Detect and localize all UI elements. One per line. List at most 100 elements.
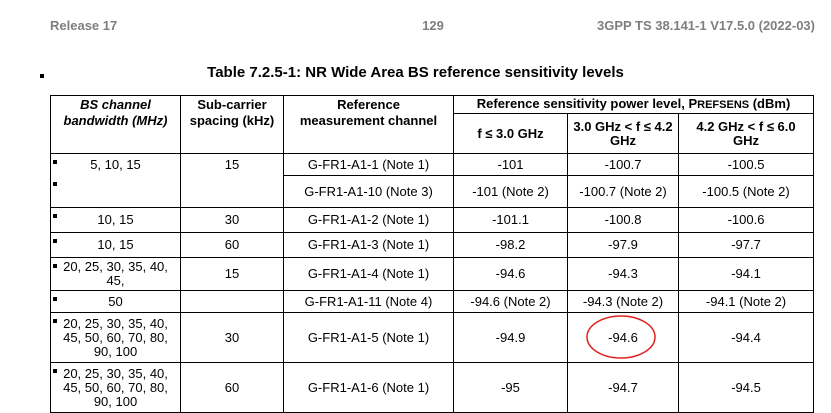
table-cell: -94.3 (Note 2) [567, 290, 679, 313]
table-cell [180, 290, 284, 313]
table-cell: -100.5 (Note 2) [677, 175, 815, 208]
table-cell: -95 [453, 362, 568, 413]
table-row: 10, 15 60 G-FR1-A1-3 (Note 1) -98.2 -97.9 -97… [50, 232, 815, 258]
table-row: G-FR1-A1-10 (Note 3) -101 (Note 2) -100.7 … [50, 175, 815, 208]
bullet [53, 264, 57, 268]
table-cell: G-FR1-A1-1 (Note 1) [283, 153, 454, 176]
table-cell: 20, 25, 30, 35, 40, 45, 50, 60, 70, 80, … [50, 362, 181, 413]
cell-text: 10, 15 [97, 237, 134, 252]
table-row: 5, 10, 15 15 G-FR1-A1-1 (Note 1) -101 -100.7… [50, 153, 815, 176]
cell-text: -94.3 [608, 266, 638, 281]
cell-text: G-FR1-A1-3 (Note 1) [307, 237, 430, 252]
cell-text: -97.9 [608, 237, 638, 252]
cell-text: G-FR1-A1-2 (Note 1) [307, 212, 430, 227]
cell-text: -101 (Note 2) [472, 183, 549, 199]
cell-text: -98.2 [495, 237, 526, 252]
cell-text: 5, 10, 15 [90, 156, 141, 172]
cell-text: 20, 25, 30, 35, 40, 45, 50, 60, 70, 80, … [63, 365, 168, 409]
head-cell: BS channel [50, 95, 181, 114]
table-cell: -100.6 [677, 207, 815, 233]
head-text: f ≤ 3.0 GHz [477, 125, 544, 141]
table-row: 20, 25, 30, 35, 40, 45, 50, 60, 70, 80, … [50, 362, 815, 413]
table-cell: -97.9 [567, 232, 679, 258]
cell-text: -94.6 (Note 2) [470, 293, 551, 309]
table-cell: G-FR1-A1-6 (Note 1) [283, 362, 454, 413]
head-cell: 3.0 GHz < f ≤ 4.2 GHz [567, 113, 679, 154]
head-subscript: REFSENS [697, 99, 750, 111]
table-cell: -98.2 [453, 232, 568, 258]
head-text: BS channel [80, 96, 151, 112]
header-center: 129 [422, 18, 444, 33]
table-cell: -94.6 [567, 312, 679, 363]
table-cell: -94.9 [453, 312, 568, 363]
table-cell: 50 [50, 290, 181, 313]
table-cell: G-FR1-A1-10 (Note 3) [283, 175, 454, 208]
table-cell: G-FR1-A1-5 (Note 1) [283, 312, 454, 363]
cell-text: -100.6 [727, 212, 765, 227]
head-cell: f ≤ 3.0 GHz [453, 113, 568, 154]
head-cell: Reference [283, 95, 454, 114]
head-text: P [688, 96, 698, 111]
bullet [40, 74, 44, 78]
cell-text: -94.7 [608, 379, 638, 395]
table-row: 20, 25, 30, 35, 40, 45, 50, 60, 70, 80, … [50, 312, 815, 363]
cell-text: -100.8 [604, 212, 642, 227]
table-cell [180, 175, 284, 208]
cell-text: -100.7 [604, 156, 642, 172]
cell-text: 30 [224, 212, 240, 227]
head-text: Reference [337, 96, 400, 112]
cell-text: G-FR1-A1-11 (Note 4) [304, 293, 433, 309]
cell-text: -100.5 [727, 156, 765, 172]
cell-text: 60 [224, 379, 240, 395]
cell-text: -94.1 [731, 266, 761, 281]
bullet [53, 369, 57, 373]
table-cell: -97.7 [677, 232, 815, 258]
cell-text: G-FR1-A1-10 (Note 3) [304, 183, 433, 199]
head-text: measurement channel [299, 112, 438, 128]
table-cell: 20, 25, 30, 35, 40, 45, [50, 257, 181, 291]
table-cell: 60 [180, 232, 284, 258]
table-cell: -100.7 [567, 153, 679, 176]
cell-text: 20, 25, 30, 35, 40, 45, [63, 259, 168, 288]
cell-text: -100.5 (Note 2) [702, 183, 790, 199]
cell-text: G-FR1-A1-6 (Note 1) [307, 379, 430, 395]
head-cell: 4.2 GHz < f ≤ 6.0 GHz [677, 113, 815, 154]
cell-text: 20, 25, 30, 35, 40, 45, 50, 60, 70, 80, … [63, 315, 168, 359]
table-cell: -101 (Note 2) [453, 175, 568, 208]
head-text: 3.0 GHz < f ≤ 4.2 GHz [573, 118, 673, 148]
header-right: 3GPP TS 38.141-1 V17.5.0 (2022-03) [596, 18, 815, 33]
table-title: Table 7.2.5-1: NR Wide Area BS reference… [207, 64, 624, 81]
table-cell: -100.8 [567, 207, 679, 233]
bullet [53, 239, 57, 243]
head-cell: Sub-carrier [180, 95, 284, 114]
head-text: 4.2 GHz < f ≤ 6.0 GHz [696, 118, 796, 148]
table-cell [50, 175, 181, 208]
bullet [53, 181, 57, 186]
table-cell: 60 [180, 362, 284, 413]
table-cell: 15 [180, 257, 284, 291]
bullet [53, 160, 57, 164]
cell-text: -94.3 (Note 2) [582, 293, 664, 309]
cell-text: -101.1 [492, 212, 529, 227]
table-row: 50 G-FR1-A1-11 (Note 4) -94.6 (Note 2) -94.… [50, 290, 815, 313]
cell-text: -95 [501, 379, 520, 395]
cell-text: 10, 15 [97, 212, 134, 227]
cell-text: 50 [108, 293, 123, 309]
table-cell: -94.1 (Note 2) [677, 290, 815, 313]
table-cell: -94.1 [677, 257, 815, 291]
cell-text: 15 [224, 266, 240, 281]
cell-text: -94.6 [495, 266, 526, 281]
cell-text: 60 [224, 237, 240, 252]
table-cell: 10, 15 [50, 232, 181, 258]
sensitivity-table: BS channel Sub-carrier Reference Referen… [50, 95, 815, 413]
table-cell: -94.3 [567, 257, 679, 291]
cell-text: G-FR1-A1-5 (Note 1) [307, 329, 430, 345]
table-cell: -94.6 (Note 2) [453, 290, 568, 313]
cell-text: -100.7 (Note 2) [579, 183, 667, 199]
head-cell: bandwidth (MHz) [50, 113, 181, 154]
table-cell: -94.5 [677, 362, 815, 413]
head-cell: Reference sensitivity power level, PREFS… [452, 95, 815, 114]
cell-text: -94.4 [731, 329, 761, 345]
head-text: Reference sensitivity power level, [476, 96, 689, 111]
